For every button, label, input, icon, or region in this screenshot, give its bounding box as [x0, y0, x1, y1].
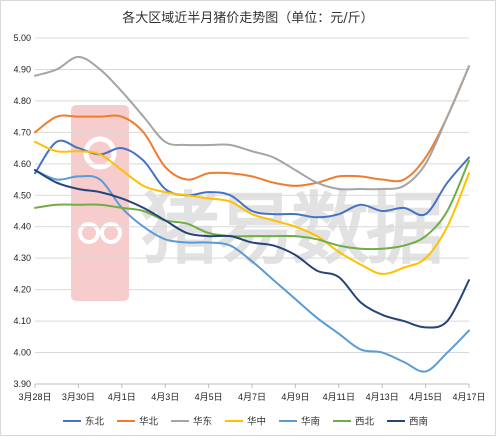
y-tick-label: 4.20	[13, 285, 31, 295]
x-tick-label: 3月28日	[18, 392, 51, 402]
watermark-logo-mark	[83, 136, 117, 170]
y-tick-label: 3.90	[13, 379, 31, 389]
watermark-text-4: 据	[366, 185, 444, 275]
x-tick-label: 4月5日	[195, 392, 223, 402]
y-tick-label: 4.90	[13, 64, 31, 74]
legend: 东北 华北 华东 华中 华南 西北 西南	[63, 416, 428, 428]
x-tick-label: 4月3日	[151, 392, 179, 402]
chart-title: 各大区域近半月猪价走势图（单位：元/斤）	[122, 10, 373, 26]
x-tick-label: 4月1日	[108, 392, 136, 402]
legend-label-1: 华北	[139, 416, 159, 428]
series-lines	[34, 55, 470, 373]
y-tick-label: 4.70	[13, 127, 31, 137]
legend-label-0: 东北	[85, 416, 105, 428]
y-tick-label: 4.30	[13, 253, 31, 263]
series-line-2	[34, 55, 470, 191]
x-tick-label: 3月30日	[62, 392, 95, 402]
y-axis-labels: 3.90 4.00 4.10 4.20 4.30 4.40 4.50 4.60 4.70 4.80…	[13, 33, 31, 389]
x-tick-label: 4月11日	[323, 392, 355, 402]
y-tick-label: 4.60	[13, 159, 31, 169]
y-tick-label: 4.40	[13, 222, 31, 232]
legend-label-4: 华南	[301, 416, 320, 428]
watermark-text-2: 易	[216, 185, 294, 275]
legend-label-5: 西北	[355, 417, 375, 428]
watermark-logo	[71, 105, 129, 301]
y-tick-label: 4.10	[13, 316, 31, 326]
x-tick-label: 4月13日	[366, 392, 399, 402]
y-tick-label: 4.00	[13, 348, 31, 358]
y-tick-label: 4.50	[13, 190, 31, 200]
series-line-3	[34, 140, 470, 275]
legend-label-2: 华东	[193, 416, 212, 428]
legend-label-6: 西南	[409, 416, 428, 428]
y-tick-label: 4.80	[13, 96, 31, 106]
x-tick-label: 4月9日	[281, 392, 309, 402]
x-tick-label: 4月7日	[238, 392, 266, 402]
series-line-1	[34, 65, 470, 187]
watermark: 猪 易 数 据	[71, 105, 444, 301]
x-tick-label: 4月17日	[452, 392, 485, 402]
series-line-4	[34, 169, 470, 373]
y-tick-label: 5.00	[13, 33, 31, 43]
series-line-6	[34, 169, 470, 329]
x-axis-labels: 3月28日 3月30日 4月1日 4月3日 4月5日 4月7日 4月9日 4月11日 4月13日…	[18, 384, 486, 402]
legend-label-3: 华中	[247, 416, 266, 428]
series-line-0	[34, 139, 470, 219]
series-line-5	[34, 159, 470, 251]
x-tick-label: 4月15日	[409, 392, 442, 402]
